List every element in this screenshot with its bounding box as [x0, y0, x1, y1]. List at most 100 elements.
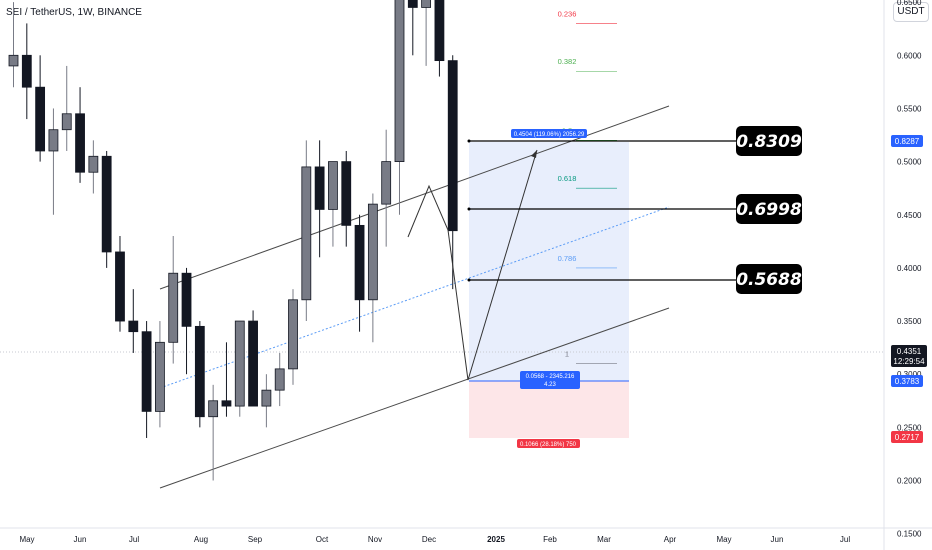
level-label-2[interactable]: 0.6998: [736, 194, 802, 224]
candle: [194, 321, 205, 428]
level-anchor-3: [467, 278, 471, 282]
time-tick: Sep: [248, 535, 263, 544]
svg-text:0.3783: 0.3783: [895, 377, 920, 386]
time-tick: Aug: [194, 535, 208, 544]
symbol-title: SEI / TetherUS, 1W, BINANCE: [6, 7, 142, 18]
price-tick: 0.5000: [897, 158, 922, 167]
candle: [141, 321, 152, 438]
fib-label: 0.618: [558, 174, 577, 183]
candle: [354, 214, 365, 332]
price-tick: 0.4000: [897, 264, 922, 273]
measure-top-label: 0.4504 (119.06%) 2056.29: [511, 129, 587, 138]
candle: [248, 310, 258, 407]
time-tick: 2025: [487, 535, 505, 544]
svg-text:0.1066 (28.18%) 750: 0.1066 (28.18%) 750: [520, 442, 577, 448]
entry-price-tag: 0.3783: [891, 375, 923, 387]
projection-path[interactable]: [407, 149, 538, 381]
candle: [115, 236, 125, 332]
svg-text:4.23: 4.23: [544, 382, 556, 388]
price-tick: 0.6500: [897, 0, 922, 7]
time-tick: Mar: [597, 535, 611, 544]
price-tick: 0.6000: [897, 51, 922, 60]
svg-text:0.6998: 0.6998: [736, 200, 802, 220]
candle: [128, 289, 139, 353]
time-tick: Nov: [368, 535, 382, 544]
svg-text:0.8309: 0.8309: [736, 132, 802, 152]
price-axis[interactable]: 1.00000.95000.90000.85000.80000.75000.70…: [897, 0, 922, 539]
candle: [101, 150, 112, 268]
candle: [208, 384, 219, 481]
fib-label: 0.786: [558, 254, 577, 263]
measure-mid-label: 0.0568 - 2345.216 4.23: [520, 371, 580, 389]
candle: [421, 0, 432, 66]
svg-text:12:29:54: 12:29:54: [893, 357, 925, 366]
fib-label: 0.382: [558, 57, 577, 66]
level-label-1[interactable]: 0.8309: [736, 126, 802, 156]
candle: [447, 55, 458, 290]
time-tick: Jul: [840, 535, 850, 544]
candle: [381, 129, 392, 247]
candlesticks: [8, 0, 458, 481]
price-tick: 0.1500: [897, 530, 922, 539]
time-axis[interactable]: May Jun Jul Aug Sep Oct Nov Dec 2025 Feb Mar Apr May…: [19, 535, 850, 544]
fib-label: 0.236: [558, 9, 577, 18]
candle: [407, 0, 418, 56]
candle: [155, 321, 165, 428]
svg-text:0.5688: 0.5688: [736, 270, 802, 290]
level-anchor-1: [467, 139, 471, 143]
fib-label: 1: [565, 350, 569, 359]
price-tick: 0.3000: [897, 370, 922, 379]
candle: [35, 55, 46, 162]
candle: [234, 320, 245, 417]
currency-button[interactable]: USDT: [893, 2, 929, 22]
candle: [48, 108, 59, 215]
candle: [328, 161, 338, 247]
svg-text:0.8287: 0.8287: [895, 137, 920, 146]
time-tick: May: [716, 535, 731, 544]
svg-text:0.0568 - 2345.216: 0.0568 - 2345.216: [526, 374, 575, 380]
candle: [288, 289, 298, 385]
target-zone: [469, 142, 629, 381]
candle: [261, 374, 272, 428]
candle: [181, 267, 192, 375]
svg-text:0.4504 (119.06%) 2056.29: 0.4504 (119.06%) 2056.29: [514, 132, 585, 138]
candle: [341, 150, 352, 247]
current-price-tag: 0.4351 12:29:54: [891, 345, 927, 367]
candle: [221, 342, 232, 417]
time-tick: Jun: [74, 535, 87, 544]
time-tick: Jun: [771, 535, 784, 544]
candle: [88, 140, 99, 194]
price-tick: 0.5500: [897, 104, 922, 113]
candle: [75, 87, 85, 183]
level-label-3[interactable]: 0.5688: [736, 264, 802, 294]
time-tick: Dec: [422, 535, 436, 544]
time-tick: Jul: [129, 535, 139, 544]
candle: [61, 65, 72, 151]
candle: [394, 0, 405, 215]
time-tick: Apr: [664, 535, 677, 544]
candle: [168, 236, 179, 364]
time-tick: Oct: [316, 535, 329, 544]
candle: [301, 140, 312, 322]
candle: [434, 0, 445, 77]
price-tick: 0.3500: [897, 317, 922, 326]
stop-zone: [469, 381, 629, 438]
price-tick: 0.2500: [897, 423, 922, 432]
candle: [367, 193, 378, 343]
level-anchor-2: [467, 207, 471, 211]
time-tick: Feb: [543, 535, 557, 544]
channel-lower[interactable]: [159, 307, 670, 489]
svg-text:0.2717: 0.2717: [895, 433, 920, 442]
arrow-head-icon: [531, 150, 537, 158]
candle: [314, 140, 325, 258]
target-price-tag: 0.8287: [891, 135, 923, 147]
price-tick: 0.2000: [897, 477, 922, 486]
measure-bottom-label: 0.1066 (28.18%) 750: [517, 439, 580, 448]
candle: [8, 2, 19, 88]
candle: [21, 23, 32, 120]
time-tick: May: [19, 535, 34, 544]
price-tick: 0.4500: [897, 211, 922, 220]
stop-price-tag: 0.2717: [891, 431, 923, 443]
candle: [274, 352, 285, 407]
